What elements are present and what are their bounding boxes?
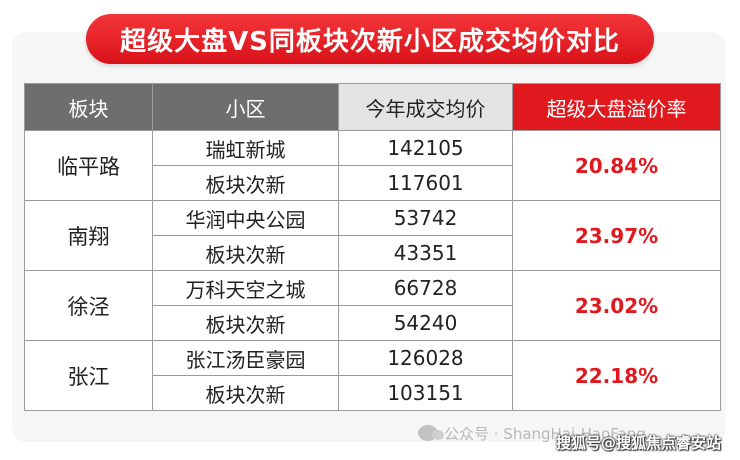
account-watermark-text: 公众号 · ShangHai-HaoFang — [444, 424, 646, 443]
premium-cell: 20.84% — [512, 130, 721, 201]
sohu-watermark: 搜狐号@搜狐焦点睿安站 — [556, 434, 722, 452]
header-community: 小区 — [152, 83, 339, 131]
table-row: 徐泾 万科天空之城 66728 23.02% — [24, 270, 721, 341]
table-row: 南翔 华润中央公园 53742 23.97% — [24, 200, 721, 271]
community-cell: 张江汤臣豪园 — [152, 340, 339, 376]
community-cell: 板块次新 — [152, 375, 339, 411]
price-comparison-table: 板块 小区 今年成交均价 超级大盘溢价率 临平路 瑞虹新城 142105 20.… — [24, 83, 721, 411]
district-cell: 徐泾 — [24, 270, 153, 341]
community-cell: 瑞虹新城 — [152, 130, 339, 166]
price-cell: 142105 — [338, 130, 513, 166]
table-row: 板块次新 54240 — [25, 305, 721, 341]
header-premium: 超级大盘溢价率 — [512, 83, 721, 131]
table-header-row: 板块 小区 今年成交均价 超级大盘溢价率 — [24, 83, 721, 131]
header-district: 板块 — [24, 83, 153, 131]
header-avg-price: 今年成交均价 — [338, 83, 513, 131]
price-cell: 54240 — [338, 305, 513, 341]
table-row: 板块次新 103151 — [25, 375, 721, 411]
district-cell: 南翔 — [24, 200, 153, 271]
price-cell: 43351 — [338, 235, 513, 271]
wechat-icon — [418, 425, 444, 441]
price-cell: 126028 — [338, 340, 513, 376]
premium-cell: 23.97% — [512, 200, 721, 271]
community-cell: 万科天空之城 — [152, 270, 339, 306]
price-cell: 103151 — [338, 375, 513, 411]
price-cell: 66728 — [338, 270, 513, 306]
account-watermark: 公众号 · ShangHai-HaoFang — [418, 420, 646, 446]
price-cell: 53742 — [338, 200, 513, 236]
community-cell: 华润中央公园 — [152, 200, 339, 236]
district-cell: 张江 — [24, 340, 153, 411]
premium-cell: 22.18% — [512, 340, 721, 411]
community-cell: 板块次新 — [152, 165, 339, 201]
table-row: 张江 张江汤臣豪园 126028 22.18% — [24, 340, 721, 411]
community-cell: 板块次新 — [152, 305, 339, 341]
premium-cell: 23.02% — [512, 270, 721, 341]
title-banner: 超级大盘VS同板块次新小区成交均价对比 — [86, 14, 654, 64]
table-row: 板块次新 117601 — [25, 165, 721, 201]
table-row: 临平路 瑞虹新城 142105 20.84% — [24, 130, 721, 201]
district-cell: 临平路 — [24, 130, 153, 201]
price-cell: 117601 — [338, 165, 513, 201]
community-cell: 板块次新 — [152, 235, 339, 271]
